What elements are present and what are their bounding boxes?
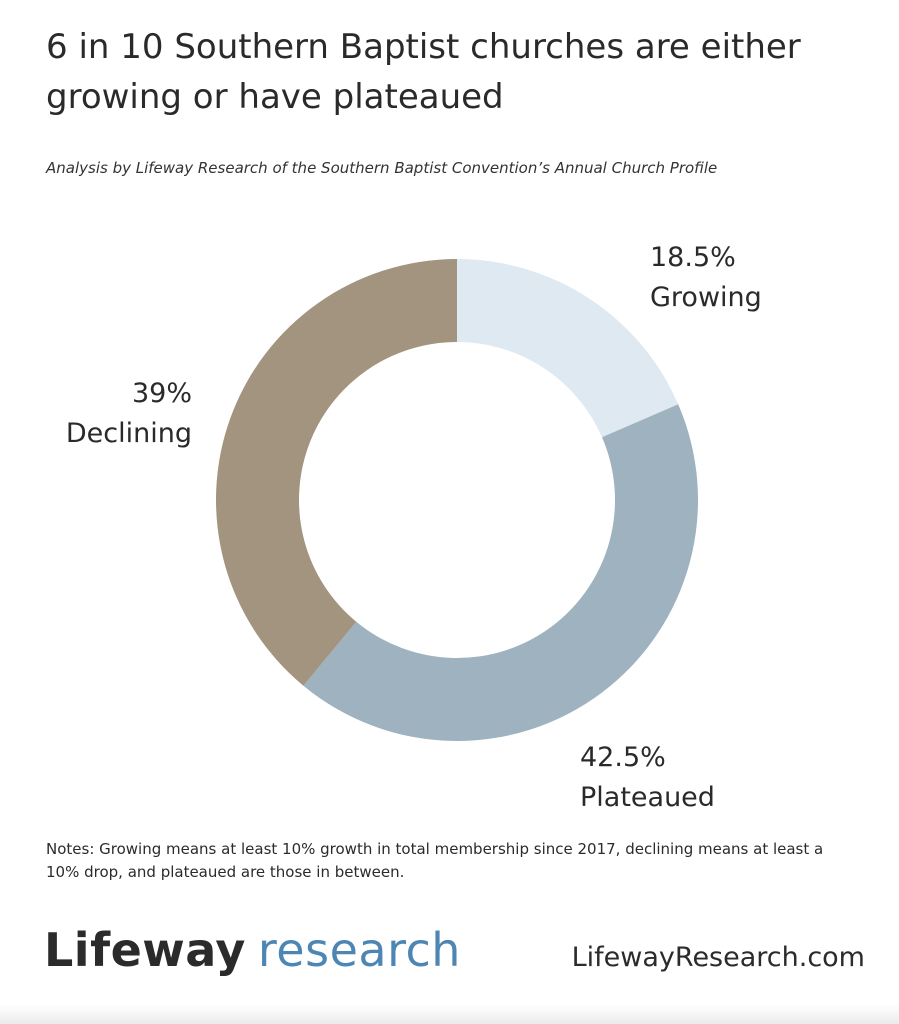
chart-title: 6 in 10 Southern Baptist churches are ei… bbox=[46, 27, 801, 117]
growing-name: Growing bbox=[650, 282, 762, 313]
declining-percent: 39% bbox=[131, 378, 192, 409]
donut-slices bbox=[216, 259, 698, 742]
chart-subtitle: Analysis by Lifeway Research of the Sout… bbox=[46, 159, 718, 177]
label-growing: 18.5% Growing bbox=[650, 238, 762, 318]
slice-declining bbox=[216, 259, 457, 686]
logo-brand: Lifeway bbox=[44, 923, 246, 977]
declining-name: Declining bbox=[65, 418, 192, 449]
plateaued-name: Plateaued bbox=[580, 782, 715, 813]
slice-growing bbox=[457, 259, 679, 438]
label-plateaued: 42.5% Plateaued bbox=[580, 738, 715, 818]
logo-sub: research bbox=[257, 923, 461, 977]
slice-plateaued bbox=[303, 404, 698, 742]
chart-notes: Notes: Growing means at least 10% growth… bbox=[46, 840, 824, 881]
growing-percent: 18.5% bbox=[650, 242, 736, 273]
plateaued-percent: 42.5% bbox=[580, 742, 666, 773]
label-declining: 39% Declining bbox=[46, 374, 192, 454]
bottom-shade bbox=[0, 1004, 899, 1024]
website-url: LifewayResearch.com bbox=[571, 942, 865, 973]
lifeway-research-logo: Lifeway research bbox=[44, 922, 461, 978]
